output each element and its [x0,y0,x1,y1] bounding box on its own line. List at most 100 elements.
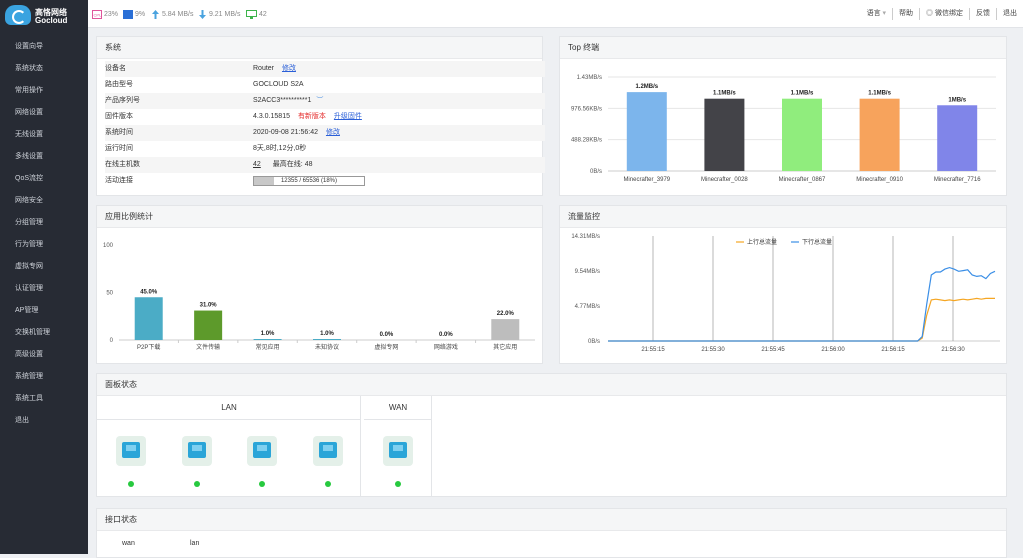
wechat-bind-link[interactable]: ◎ 微信绑定 [919,8,969,20]
bar [937,105,978,171]
connections-progress-text: 12355 / 65536 (18%) [280,178,338,184]
legend-label[interactable]: 下行总流量 [802,238,832,246]
wan-label: WAN [364,396,432,420]
system-row-value: GOCLOUD S2A [253,77,304,93]
download-value: 9.21 MB/s [208,11,241,18]
max-online-value: 48 [304,161,313,168]
top-terminals-svg: 1.43MB/s 976.56KB/s 488.28KB/s 0B/s 1.2MB/s M… [571,75,996,183]
series-line [608,266,996,342]
traffic-chart: 14.31MB/s 9.54MB/s 4.77MB/s 0B/s 21:55:15 21:… [560,228,1006,363]
legend-label[interactable]: 上行总流量 [747,238,777,246]
eye-icon[interactable]: ︶ [316,97,324,104]
wechat-icon: ◎ [926,10,934,17]
system-row-value: S2ACC3**********1 ︶ [253,93,323,109]
y-tick-label: 100 [103,243,114,249]
category-label: 未知协议 [315,343,339,351]
system-row-key: 运行时间 [105,145,133,152]
iface-col-wan: wan [122,540,135,547]
sidebar-item-15[interactable]: 系统管理 [15,373,43,380]
logout-link[interactable]: 退出 [996,8,1023,20]
lan-group: LAN [97,396,361,496]
help-link[interactable]: 帮助 [892,8,919,20]
sidebar-item-10[interactable]: 虚拟专网 [15,263,43,270]
sidebar-item-16[interactable]: 系统工具 [15,395,43,402]
x-tick-label: 21:56:15 [881,347,905,353]
sidebar-item-11[interactable]: 认证管理 [15,285,43,292]
system-row-action-link[interactable]: 升级固件 [333,113,362,120]
svg-text:CPU: CPU [94,12,103,17]
sidebar-item-4[interactable]: 无线设置 [15,131,43,138]
system-panel-title: 系统 [97,37,542,59]
sidebar-item-12[interactable]: AP管理 [15,307,39,314]
sidebar-item-17[interactable]: 退出 [15,417,29,424]
upload-value: 5.84 MB/s [161,11,194,18]
x-tick-label: 21:55:45 [761,347,785,353]
bar [194,310,223,340]
app-stats-chart: 100 50 0 45.0% P2P下载 31.0% 文件传输 1.0% 常见应用 1.0% 未知协… [97,228,542,363]
sidebar-item-3[interactable]: 网络设置 [15,109,43,116]
system-row-value: 4.3.0.15815 有新版本 升级固件 [253,109,362,125]
category-label: 网络游戏 [434,343,458,351]
bar [253,339,282,340]
category-label: 虚拟专网 [374,343,398,351]
system-row-key: 在线主机数 [105,161,140,168]
iface-col-lan: lan [190,540,200,547]
sidebar-item-7[interactable]: 网络安全 [15,197,43,204]
language-menu[interactable]: 语言 ▾ [861,8,892,20]
sidebar-item-1[interactable]: 系统状态 [15,65,43,72]
wan-port-icon [383,436,413,466]
feedback-link[interactable]: 反馈 [969,8,996,20]
cpu-stat: CPU 23% [92,9,118,20]
app-stats-svg: 100 50 0 45.0% P2P下载 31.0% 文件传输 1.0% 常见应用 1.0% 未知协… [103,243,535,351]
lan-port-2-icon [182,436,212,466]
new-version-badge: 有新版本 [297,113,326,120]
sidebar-item-5[interactable]: 多线设置 [15,153,43,160]
bar-value-label: 1MB/s [948,97,966,103]
sidebar-item-0[interactable]: 设置向导 [15,43,43,50]
system-row-action-link[interactable]: 修改 [281,65,296,72]
system-row-value: 2020-09-08 21:56:42 修改 [253,125,340,141]
memory-icon [123,9,133,19]
mem-value: 9% [134,11,146,18]
max-online-label: 最高在线: [272,161,303,168]
arrow-up-icon [152,9,159,19]
category-label: Minecrafter_7716 [934,177,981,183]
bar-value-label: 45.0% [140,289,158,295]
system-row-action-link[interactable]: 修改 [325,129,340,136]
monitor-icon [246,9,257,19]
system-row-text: 8天,8时,12分,0秒 [253,145,307,152]
bar [704,98,745,171]
sidebar-item-2[interactable]: 常用操作 [15,87,43,94]
lan-port-3-led [259,481,265,487]
system-row-key: 设备名 [105,65,126,72]
sidebar-item-13[interactable]: 交换机管理 [15,329,50,336]
sidebar-item-8[interactable]: 分组管理 [15,219,43,226]
y-tick-label: 488.28KB/s [571,138,602,144]
system-row-key: 路由型号 [105,81,133,88]
sidebar-nav: 设置向导系统状态常用操作网络设置无线设置多线设置 QoS流控网络安全分组管理行为管… [0,36,88,432]
system-row-key: 系统时间 [105,129,133,136]
sidebar-item-14[interactable]: 高级设置 [15,351,43,358]
online-hosts-link[interactable]: 42 [253,161,261,168]
y-tick-label: 0B/s [590,169,602,175]
system-row-text: Router [253,65,275,72]
wan-port-led [395,481,401,487]
bar [134,297,163,340]
topbar: CPU 23% 9% 5.84 MB/s 9.21 MB/s 42 语言 ▾ 帮… [88,0,1023,28]
x-tick-label: 21:55:30 [701,347,725,353]
system-row-key: 活动连接 [105,177,133,184]
traffic-title: 流量监控 [560,206,1006,228]
system-row: 在线主机数 42 最高在线: 48 [105,157,545,173]
y-tick-label: 9.54MB/s [575,269,600,275]
hosts-value: 42 [258,11,267,18]
traffic-svg: 14.31MB/s 9.54MB/s 4.77MB/s 0B/s 21:55:15 21:… [571,234,1000,353]
sidebar-item-9[interactable]: 行为管理 [15,241,43,248]
mem-stat: 9% [123,9,145,20]
bar-value-label: 0.0% [439,332,453,338]
system-row: 设备名 Router 修改 [105,61,545,77]
system-row-text: S2ACC3**********1 [253,97,312,104]
category-label: 常见应用 [256,343,280,351]
bar-value-label: 1.1MB/s [868,91,891,97]
sidebar-item-6[interactable]: QoS流控 [15,175,44,182]
category-label: Minecrafter_0028 [701,177,748,183]
